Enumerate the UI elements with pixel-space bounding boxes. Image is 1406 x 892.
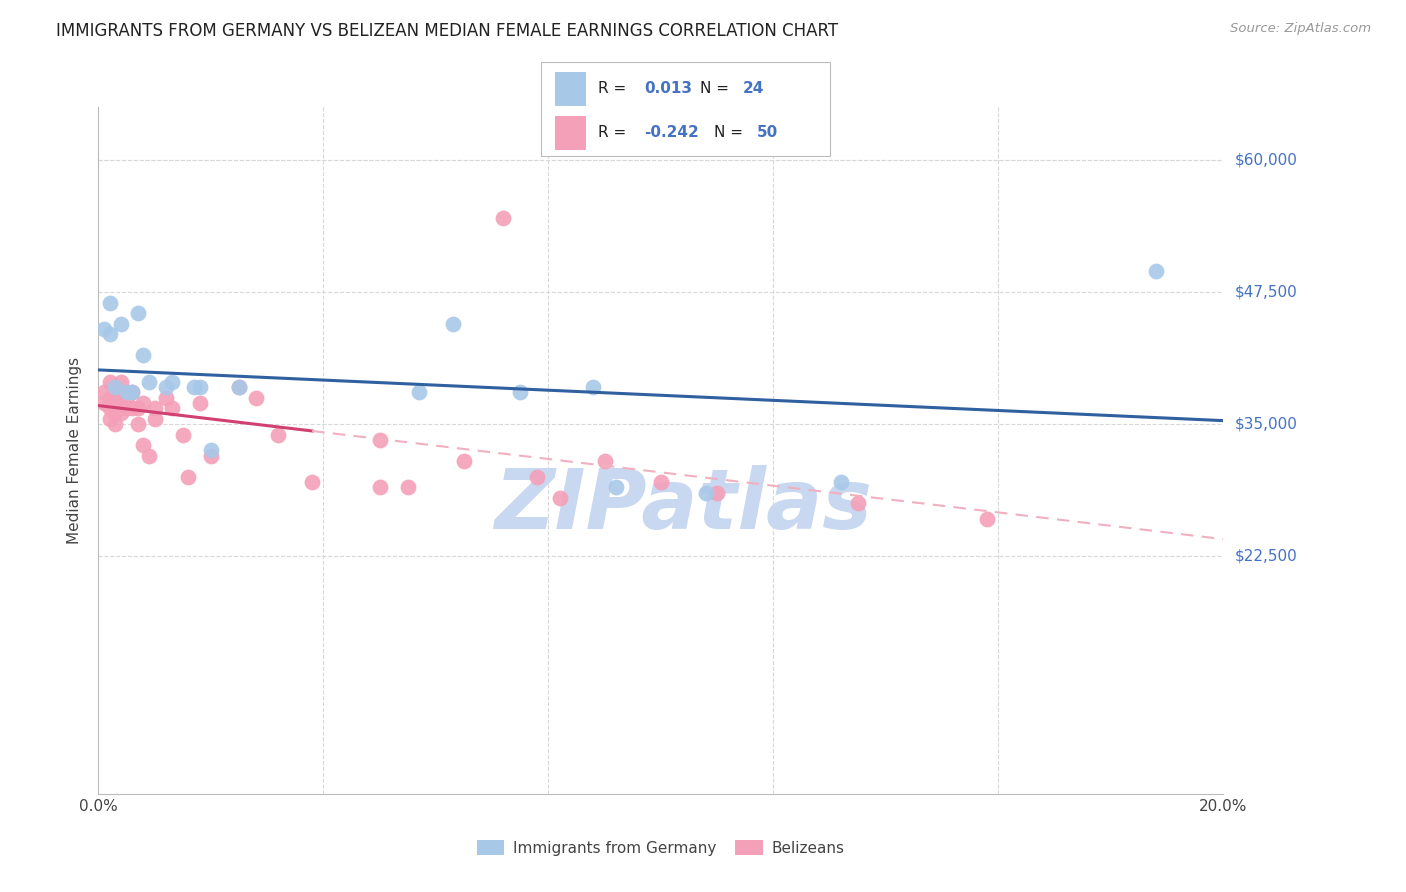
Point [846, 496, 869, 510]
Point [301, 475, 323, 490]
Text: $35,000: $35,000 [1234, 417, 1298, 432]
Text: R =: R = [598, 125, 631, 140]
Point [110, 407, 132, 421]
Point [453, 454, 475, 468]
Point [138, 449, 160, 463]
Point [98, 375, 121, 389]
Point [143, 401, 166, 416]
Point [98, 401, 121, 416]
Point [368, 480, 391, 494]
Point [245, 391, 267, 405]
Legend: Immigrants from Germany, Belizeans: Immigrants from Germany, Belizeans [471, 834, 851, 862]
Point [115, 396, 138, 410]
Point [593, 454, 616, 468]
Point [1144, 264, 1167, 278]
Point [115, 385, 138, 400]
Point [104, 417, 127, 431]
Point [115, 401, 138, 416]
Point [706, 485, 728, 500]
Point [526, 470, 548, 484]
Text: ZIPatlas: ZIPatlas [495, 465, 872, 546]
Text: Source: ZipAtlas.com: Source: ZipAtlas.com [1230, 22, 1371, 36]
Point [121, 401, 143, 416]
Point [605, 480, 627, 494]
Point [408, 385, 430, 400]
Point [98, 327, 121, 342]
Point [177, 470, 200, 484]
Point [93, 322, 115, 336]
Point [200, 443, 222, 458]
Point [509, 385, 531, 400]
Point [132, 348, 155, 362]
Point [441, 317, 464, 331]
Point [110, 317, 132, 331]
Point [183, 380, 205, 394]
Point [127, 417, 149, 431]
Text: -0.242: -0.242 [644, 125, 699, 140]
Point [267, 427, 290, 442]
Point [98, 411, 121, 425]
Point [188, 380, 211, 394]
Point [104, 396, 127, 410]
Point [548, 491, 571, 505]
Point [104, 391, 127, 405]
Point [228, 380, 250, 394]
Point [143, 411, 166, 425]
Point [98, 396, 121, 410]
Point [115, 385, 138, 400]
Point [200, 449, 222, 463]
Point [104, 401, 127, 416]
Point [228, 380, 250, 394]
Point [121, 385, 143, 400]
Text: R =: R = [598, 81, 631, 96]
Point [830, 475, 852, 490]
Point [492, 211, 515, 225]
Text: N =: N = [714, 125, 748, 140]
Point [976, 512, 998, 526]
Point [138, 375, 160, 389]
Point [155, 380, 177, 394]
Point [582, 380, 605, 394]
Point [104, 380, 127, 394]
Point [110, 375, 132, 389]
Point [695, 485, 717, 500]
Point [650, 475, 672, 490]
Point [93, 385, 115, 400]
Point [110, 391, 132, 405]
Point [127, 306, 149, 320]
Point [160, 375, 183, 389]
Text: 0.013: 0.013 [644, 81, 692, 96]
Point [172, 427, 194, 442]
Point [121, 385, 143, 400]
Point [188, 396, 211, 410]
Point [98, 295, 121, 310]
Point [155, 391, 177, 405]
Point [127, 401, 149, 416]
Point [160, 401, 183, 416]
Text: $47,500: $47,500 [1234, 285, 1298, 300]
Point [104, 407, 127, 421]
Y-axis label: Median Female Earnings: Median Female Earnings [67, 357, 83, 544]
Text: $22,500: $22,500 [1234, 549, 1298, 564]
Text: N =: N = [700, 81, 734, 96]
Text: 24: 24 [742, 81, 763, 96]
Point [396, 480, 419, 494]
Point [368, 433, 391, 447]
Point [132, 396, 155, 410]
Point [98, 391, 121, 405]
Text: IMMIGRANTS FROM GERMANY VS BELIZEAN MEDIAN FEMALE EARNINGS CORRELATION CHART: IMMIGRANTS FROM GERMANY VS BELIZEAN MEDI… [56, 22, 838, 40]
Point [93, 396, 115, 410]
Text: $60,000: $60,000 [1234, 153, 1298, 168]
Point [104, 385, 127, 400]
Point [132, 438, 155, 452]
Text: 50: 50 [756, 125, 778, 140]
